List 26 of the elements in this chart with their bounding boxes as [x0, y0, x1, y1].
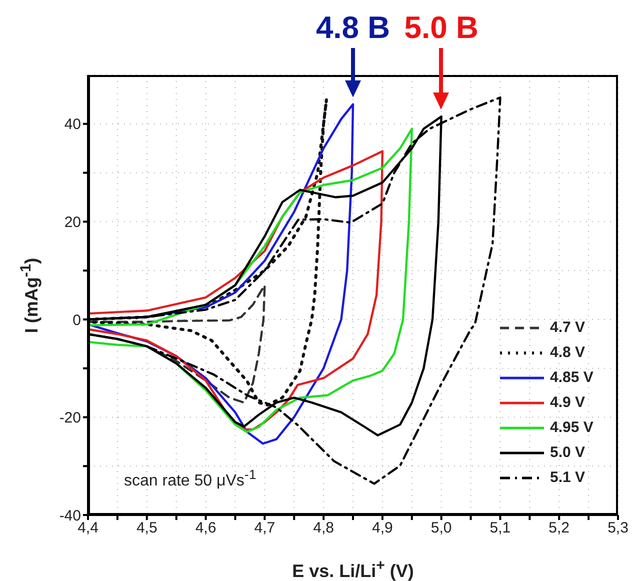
- x-tick-label: 4,8: [313, 520, 334, 537]
- legend-label: 4.9 V: [550, 394, 586, 411]
- y-tick-label: -20: [59, 410, 81, 427]
- legend-label: 4.85 V: [550, 369, 594, 386]
- annotation: 4.8 B: [316, 10, 390, 45]
- y-tick-label: 40: [64, 116, 81, 134]
- x-tick-label: 5,3: [608, 520, 628, 537]
- legend-label: 4.95 V: [550, 419, 594, 436]
- x-tick-label: 5,0: [430, 520, 452, 537]
- legend-label: 5.1 V: [550, 469, 586, 486]
- x-tick-label: 4,7: [254, 520, 276, 537]
- x-tick-label: 4,5: [136, 520, 158, 537]
- y-tick-label: 20: [64, 214, 81, 231]
- legend-label: 5.0 V: [550, 444, 586, 461]
- x-tick-label: 5,2: [548, 520, 570, 537]
- annotation: 5.0 B: [404, 10, 478, 45]
- y-tick-label: 0: [72, 312, 81, 329]
- legend-label: 4.7 V: [550, 319, 586, 336]
- annotation: scan rate 50 μVs$^{-1}$: [124, 467, 256, 490]
- x-tick-label: 4,6: [195, 520, 216, 537]
- x-tick-label: 5,1: [490, 520, 511, 537]
- line-series: [88, 98, 328, 406]
- x-tick-label: 4,9: [372, 520, 393, 537]
- x-axis-title: E vs. Li/Li$^{+}$ (V): [291, 557, 415, 581]
- legend-label: 4.8 V: [550, 344, 586, 361]
- line-series: [88, 150, 384, 431]
